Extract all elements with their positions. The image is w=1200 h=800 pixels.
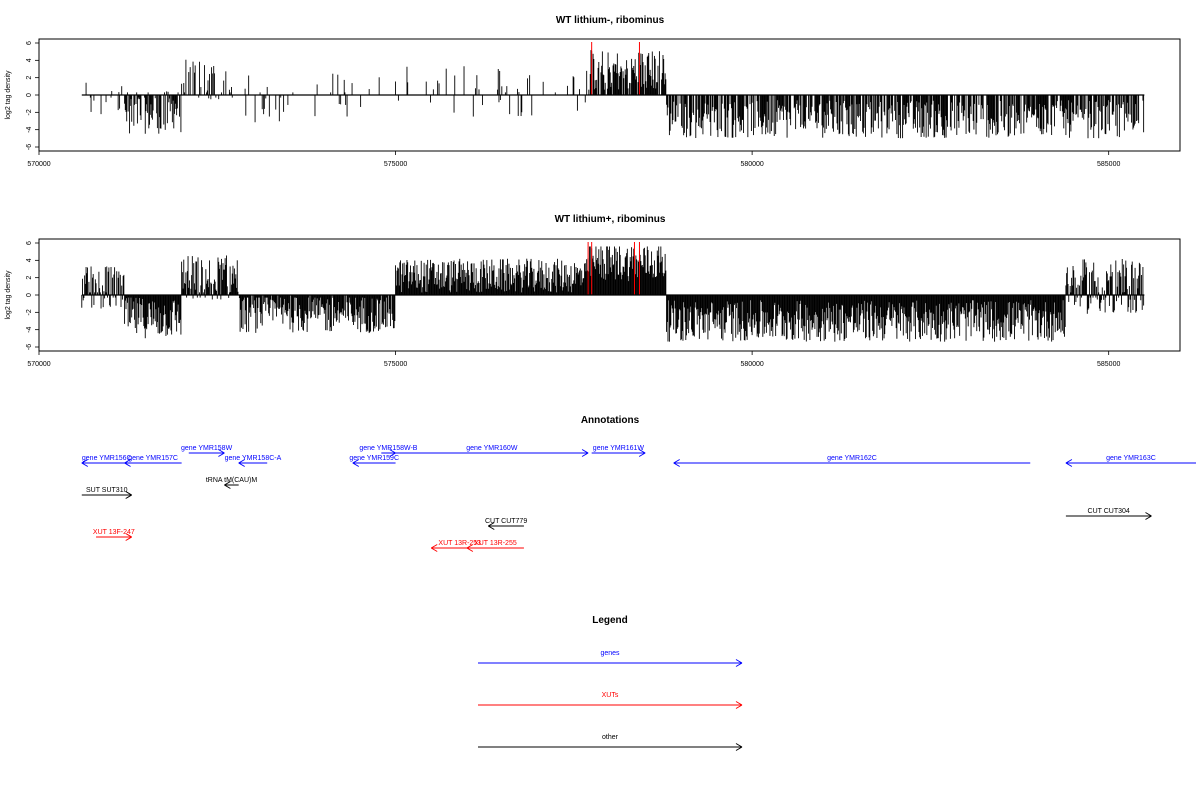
annotation-label: XUT 13R-255	[474, 540, 517, 547]
annotation-label: XUT 13F-247	[93, 529, 135, 536]
y-tick-label: -4	[26, 326, 33, 332]
annotation-arrow	[224, 481, 239, 489]
annotation-label: gene YMR158C-A	[225, 455, 282, 462]
panel-1-bars	[85, 42, 1145, 139]
annotation-label: gene YMR161W	[593, 445, 645, 452]
annotation-label: SUT SUT310	[86, 487, 128, 494]
x-tick-label: 575000	[384, 361, 407, 368]
legend-arrow	[478, 701, 743, 709]
y-tick-label: -6	[26, 344, 33, 350]
panel-2-title: WT lithium+, ribominus	[555, 214, 666, 225]
annotation-arrow	[188, 449, 225, 457]
annotation-arrow	[673, 459, 1031, 467]
x-tick-label: 570000	[27, 361, 50, 368]
y-tick-label: 4	[26, 258, 33, 262]
panel-1-ylabel: log2 tag density	[5, 70, 12, 120]
annotation-arrow	[352, 459, 396, 467]
y-tick-label: 0	[26, 293, 33, 297]
legend-panel: Legend genes XUTs other	[478, 615, 743, 751]
annotation-label: gene YMR156C	[82, 455, 132, 462]
annotation-label: tRNA tM(CAU)M	[206, 477, 258, 484]
x-tick-label: 580000	[740, 161, 763, 168]
annotation-label: gene YMR158W	[181, 445, 233, 452]
annotation-label: gene YMR162C	[827, 455, 877, 462]
y-tick-label: 6	[26, 41, 33, 45]
y-tick-label: 4	[26, 58, 33, 62]
annotation-arrow	[466, 544, 524, 552]
panel-2-axes: 6 4 2 0 -2 -4 -6 570000 575000 580000 585000	[26, 241, 1145, 368]
y-tick-label: -2	[26, 309, 33, 315]
legend-arrow	[478, 659, 743, 667]
x-tick-label: 585000	[1097, 161, 1120, 168]
annotation-arrow	[1065, 512, 1152, 520]
annotation-arrow	[81, 491, 132, 499]
x-tick-label: 585000	[1097, 361, 1120, 368]
annotation-label: gene YMR163C	[1106, 455, 1156, 462]
y-tick-label: -2	[26, 109, 33, 115]
y-tick-label: 6	[26, 241, 33, 245]
x-tick-label: 575000	[384, 161, 407, 168]
panel-2-bars	[81, 242, 1145, 342]
panel-1: WT lithium-, ribominus log2 tag density …	[5, 15, 1181, 168]
y-tick-label: 2	[26, 276, 33, 280]
panel-1-axes: 6 4 2 0 -2 -4 -6 570000 575000 580000 585000	[26, 41, 1145, 168]
legend-items: genes XUTs other	[478, 650, 743, 751]
annotation-label: CUT CUT779	[485, 518, 527, 525]
legend-label: XUTs	[602, 692, 619, 699]
annotation-arrow	[381, 449, 396, 457]
annotation-label: XUT 13R-253	[438, 540, 481, 547]
annotation-arrow	[488, 522, 524, 530]
x-tick-label: 580000	[740, 361, 763, 368]
annotations-title: Annotations	[581, 415, 640, 426]
legend-label: genes	[600, 650, 620, 657]
annotation-arrow	[591, 449, 646, 457]
annotation-label: gene YMR158W-B	[359, 445, 417, 452]
annotation-label: gene YMR160W	[466, 445, 518, 452]
x-tick-label: 570000	[27, 161, 50, 168]
annotation-arrow	[124, 459, 182, 467]
y-tick-label: -4	[26, 126, 33, 132]
y-tick-label: 0	[26, 93, 33, 97]
legend-label: other	[602, 734, 619, 741]
annotation-arrow	[81, 459, 132, 467]
legend-title: Legend	[592, 615, 628, 626]
panel-1-title: WT lithium-, ribominus	[556, 15, 665, 26]
annotation-arrow	[395, 449, 589, 457]
y-tick-label: 2	[26, 76, 33, 80]
annotation-arrow	[1065, 459, 1196, 467]
annotation-label: gene YMR157C	[128, 455, 178, 462]
panel-2-ylabel: log2 tag density	[5, 270, 12, 320]
legend-arrow	[478, 743, 743, 751]
panel-2: WT lithium+, ribominus log2 tag density …	[5, 214, 1181, 368]
annotation-label: gene YMR159C	[349, 455, 399, 462]
annotation-arrow	[96, 533, 132, 541]
annotation-label: CUT CUT304	[1088, 508, 1130, 515]
annotation-arrow	[238, 459, 268, 467]
y-tick-label: -6	[26, 144, 33, 150]
